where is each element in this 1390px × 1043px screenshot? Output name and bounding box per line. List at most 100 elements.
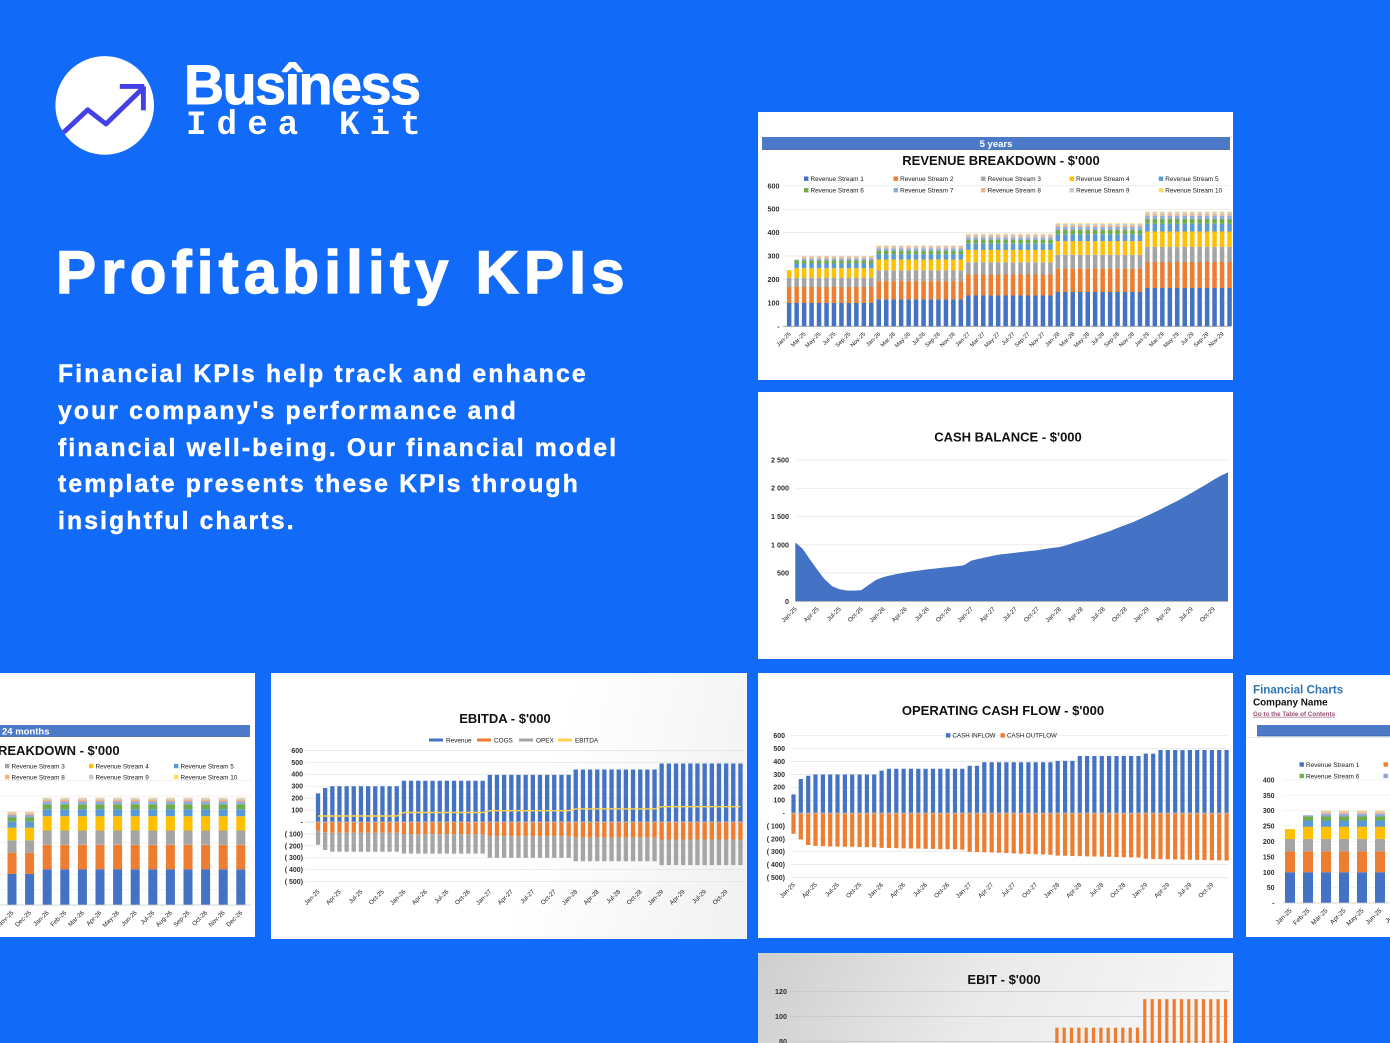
svg-text:1 000: 1 000 xyxy=(771,540,789,549)
svg-text:Revenue Stream 2: Revenue Stream 2 xyxy=(900,176,954,183)
svg-text:Jul-25: Jul-25 xyxy=(348,888,365,905)
svg-text:Aug-26: Aug-26 xyxy=(155,909,174,928)
svg-text:Feb-26: Feb-26 xyxy=(49,909,68,928)
svg-text:400: 400 xyxy=(768,228,780,237)
svg-text:Oct-28: Oct-28 xyxy=(1111,605,1129,623)
svg-text:Company Name: Company Name xyxy=(1253,698,1328,709)
svg-text:Jan-27: Jan-27 xyxy=(955,881,974,900)
svg-text:200: 200 xyxy=(1263,839,1275,846)
svg-text:COGS: COGS xyxy=(494,737,513,744)
svg-text:Go to the Table of Contents: Go to the Table of Contents xyxy=(1253,711,1336,718)
svg-text:300: 300 xyxy=(773,772,785,779)
svg-text:OPEX: OPEX xyxy=(536,737,554,744)
svg-text:Jan-25: Jan-25 xyxy=(1275,907,1294,926)
svg-text:Jul-26: Jul-26 xyxy=(433,888,450,905)
svg-text:OPERATING CASH FLOW - $'000: OPERATING CASH FLOW - $'000 xyxy=(902,703,1104,718)
svg-text:CASH OUTFLOW: CASH OUTFLOW xyxy=(1007,733,1057,740)
svg-text:Revenue Stream 5: Revenue Stream 5 xyxy=(181,763,235,770)
svg-text:Oct-26: Oct-26 xyxy=(454,888,472,906)
svg-text:Apr-26: Apr-26 xyxy=(889,881,907,899)
svg-text:250: 250 xyxy=(1263,824,1275,831)
svg-text:Oct-25: Oct-25 xyxy=(845,881,863,899)
svg-text:Apr-25: Apr-25 xyxy=(325,888,343,906)
svg-text:Jul-29: Jul-29 xyxy=(1176,881,1193,898)
svg-text:Nov-25: Nov-25 xyxy=(0,909,16,928)
svg-text:Revenue Stream 1: Revenue Stream 1 xyxy=(811,176,865,183)
svg-text:Oct-29: Oct-29 xyxy=(711,888,729,906)
svg-text:400: 400 xyxy=(773,759,785,766)
svg-text:300: 300 xyxy=(291,784,303,791)
svg-text:Jun-25: Jun-25 xyxy=(1365,907,1384,926)
svg-text:Jul-28: Jul-28 xyxy=(1088,881,1105,898)
svg-text:Jul-25: Jul-25 xyxy=(826,605,843,622)
svg-text:Sep-26: Sep-26 xyxy=(172,909,191,928)
svg-text:Jan-26: Jan-26 xyxy=(867,881,886,900)
svg-text:100: 100 xyxy=(775,1012,787,1021)
svg-text:2 000: 2 000 xyxy=(771,484,789,493)
svg-text:Oct-26: Oct-26 xyxy=(191,909,209,927)
svg-text:( 200): ( 200) xyxy=(767,836,785,843)
svg-text:Jul-29: Jul-29 xyxy=(1178,605,1195,622)
svg-text:Revenue Stream 1: Revenue Stream 1 xyxy=(1306,762,1360,769)
svg-text:1 500: 1 500 xyxy=(771,512,789,521)
svg-text:Jan-29: Jan-29 xyxy=(1134,331,1151,348)
svg-text:Revenue Stream 6: Revenue Stream 6 xyxy=(811,188,865,195)
svg-text:Nov-29: Nov-29 xyxy=(1208,331,1225,348)
svg-text:Jan-29: Jan-29 xyxy=(1131,881,1150,900)
svg-text:-: - xyxy=(301,819,304,826)
svg-text:Jul-28: Jul-28 xyxy=(605,888,622,905)
svg-text:Apr-29: Apr-29 xyxy=(1155,605,1173,623)
svg-text:Oct-25: Oct-25 xyxy=(368,888,386,906)
svg-text:Revenue Stream 7: Revenue Stream 7 xyxy=(900,188,954,195)
svg-text:Nov-28: Nov-28 xyxy=(1118,331,1135,348)
svg-text:-: - xyxy=(777,322,780,331)
svg-text:Apr-28: Apr-28 xyxy=(1065,881,1083,899)
svg-text:50: 50 xyxy=(1267,885,1275,892)
svg-text:Jan-28: Jan-28 xyxy=(561,888,580,907)
svg-text:Apr-27: Apr-27 xyxy=(497,888,515,906)
svg-text:Dec-25: Dec-25 xyxy=(14,909,33,928)
svg-text:120: 120 xyxy=(775,987,787,996)
svg-text:EBITDA - $'000: EBITDA - $'000 xyxy=(459,711,550,726)
svg-text:100: 100 xyxy=(768,298,780,307)
svg-text:Oct-27: Oct-27 xyxy=(1021,881,1039,899)
svg-text:Apr-27: Apr-27 xyxy=(979,605,997,623)
svg-text:Nov-25: Nov-25 xyxy=(850,331,867,348)
svg-text:Jul-27: Jul-27 xyxy=(1000,881,1017,898)
svg-text:Jul-26: Jul-26 xyxy=(912,881,929,898)
svg-text:100: 100 xyxy=(291,808,303,815)
svg-text:Jan-28: Jan-28 xyxy=(1045,331,1062,348)
svg-text:EBIT - $'000: EBIT - $'000 xyxy=(967,972,1040,987)
svg-text:Sep-26: Sep-26 xyxy=(924,331,941,348)
svg-text:400: 400 xyxy=(1263,777,1275,784)
svg-text:REAKDOWN - $'000: REAKDOWN - $'000 xyxy=(0,743,120,758)
svg-text:200: 200 xyxy=(768,275,780,284)
svg-text:Oct-26: Oct-26 xyxy=(935,605,953,623)
svg-text:Mar-26: Mar-26 xyxy=(67,909,86,928)
svg-text:Sep-28: Sep-28 xyxy=(1104,331,1121,348)
svg-text:Apr-27: Apr-27 xyxy=(977,881,995,899)
svg-text:24 months: 24 months xyxy=(2,726,50,737)
svg-text:EBITDA: EBITDA xyxy=(575,737,599,744)
svg-text:Apr-25: Apr-25 xyxy=(803,605,821,623)
svg-text:500: 500 xyxy=(773,746,785,753)
svg-text:350: 350 xyxy=(1263,793,1275,800)
svg-text:( 300): ( 300) xyxy=(285,855,303,862)
svg-text:Apr-25: Apr-25 xyxy=(801,881,819,899)
svg-text:Apr-29: Apr-29 xyxy=(669,888,687,906)
svg-text:May-28: May-28 xyxy=(1073,331,1091,349)
svg-text:Oct-27: Oct-27 xyxy=(1023,605,1041,623)
svg-text:Oct-27: Oct-27 xyxy=(540,888,558,906)
svg-text:Jul-26: Jul-26 xyxy=(914,605,931,622)
svg-text:Jul-29: Jul-29 xyxy=(691,888,708,905)
svg-text:Jul-28: Jul-28 xyxy=(1090,605,1107,622)
svg-text:5 years: 5 years xyxy=(980,139,1013,150)
svg-text:Jan-25: Jan-25 xyxy=(303,888,322,907)
svg-text:Oct-26: Oct-26 xyxy=(933,881,951,899)
svg-text:Nov-26: Nov-26 xyxy=(208,909,227,928)
svg-text:( 300): ( 300) xyxy=(767,849,785,856)
svg-text:Jan-26: Jan-26 xyxy=(868,605,887,624)
svg-text:500: 500 xyxy=(777,569,789,578)
svg-text:Apr-28: Apr-28 xyxy=(583,888,601,906)
svg-text:100: 100 xyxy=(773,798,785,805)
